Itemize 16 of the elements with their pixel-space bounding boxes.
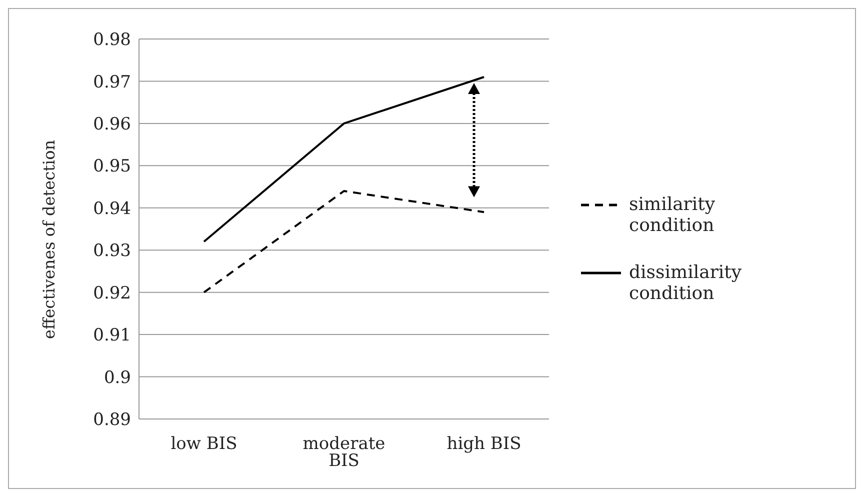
x-tick-label: high BIS [446,434,522,454]
legend-label: similarity condition [629,194,716,236]
y-tick-label: 0.92 [93,283,131,304]
x-tick-label: moderate BIS [302,434,386,472]
y-tick-label: 0.96 [93,114,131,134]
y-tick-label: 0.95 [93,156,131,177]
y-tick-label: 0.93 [93,241,131,262]
y-tick-label: 0.98 [93,30,131,50]
y-tick-label: 0.91 [93,326,131,346]
y-axis-title: effectivenes of detection [40,140,59,339]
y-tick-label: 0.9 [104,368,131,388]
y-tick-label: 0.89 [93,410,131,430]
y-tick-label: 0.94 [93,198,131,219]
x-tick-label: low BIS [170,434,238,454]
legend-label: dissimilarity condition [629,262,743,304]
y-tick-label: 0.97 [93,72,131,92]
